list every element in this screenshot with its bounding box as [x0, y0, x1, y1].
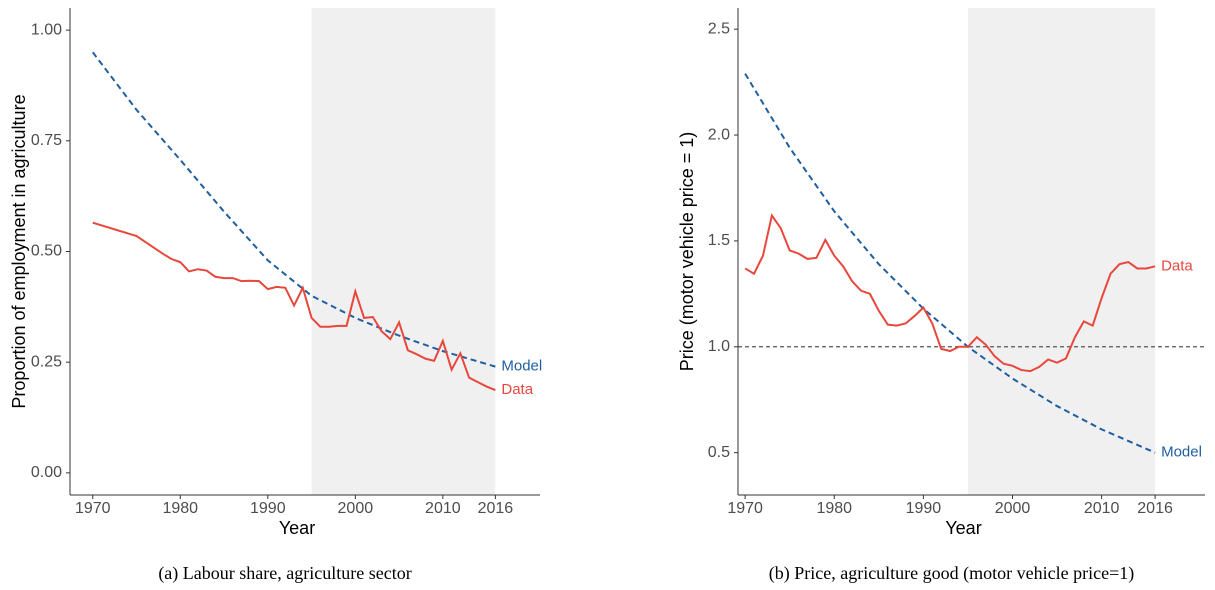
series-line — [744, 213, 1156, 373]
panel: 0.00 0.25 0.50 0.75 1.00 1970 1980 1990 2000 2010… — [9, 8, 542, 584]
x-tick-label: 2000 — [995, 500, 1031, 517]
x-tick-label: 2010 — [425, 500, 461, 517]
y-tick-label: 1.5 — [708, 232, 730, 249]
x-tick-label: 2016 — [478, 500, 514, 517]
x-tick-label: 1980 — [816, 500, 852, 517]
y-axis-title: Proportion of employment in agriculture — [9, 94, 29, 408]
y-tick-label: 0.25 — [31, 353, 62, 370]
x-axis-title: Year — [945, 518, 981, 538]
caption: (a) Labour share, agriculture sector — [158, 563, 411, 584]
y-tick-label: 0.5 — [708, 444, 730, 461]
x-tick-label: 1980 — [162, 500, 198, 517]
series-label: Data — [1161, 257, 1193, 274]
x-axis-title: Year — [279, 518, 315, 538]
series-line — [91, 51, 496, 368]
y-tick-label: 2.5 — [708, 20, 730, 37]
x-tick-label: 2010 — [1084, 500, 1120, 517]
series-label: Data — [501, 381, 533, 398]
y-axis-title: Price (motor vehicle price = 1) — [677, 132, 697, 372]
shaded-region — [311, 8, 496, 495]
shaded-region — [967, 8, 1156, 495]
y-tick-label: 0.00 — [31, 464, 62, 481]
panel: 0.5 1.0 1.5 2.0 2.5 1970 1980 1990 2000 2010 2016 Y… — [677, 8, 1205, 584]
y-tick-label: 1.00 — [31, 21, 62, 38]
y-tick-label: 2.0 — [708, 126, 730, 143]
x-tick-label: 2000 — [338, 500, 374, 517]
x-tick-label: 1990 — [906, 500, 942, 517]
x-tick-label: 2016 — [1137, 500, 1173, 517]
x-tick-label: 1970 — [75, 500, 111, 517]
caption: (b) Price, agriculture good (motor vehic… — [769, 563, 1135, 584]
y-tick-label: 1.0 — [708, 338, 730, 355]
x-tick-label: 1990 — [250, 500, 286, 517]
y-tick-label: 0.50 — [31, 243, 62, 260]
y-tick-label: 0.75 — [31, 132, 62, 149]
x-tick-label: 1970 — [727, 500, 763, 517]
series-label: Model — [501, 358, 542, 375]
series-line — [744, 73, 1156, 454]
series-label: Model — [1161, 444, 1202, 461]
series-line — [92, 221, 496, 392]
